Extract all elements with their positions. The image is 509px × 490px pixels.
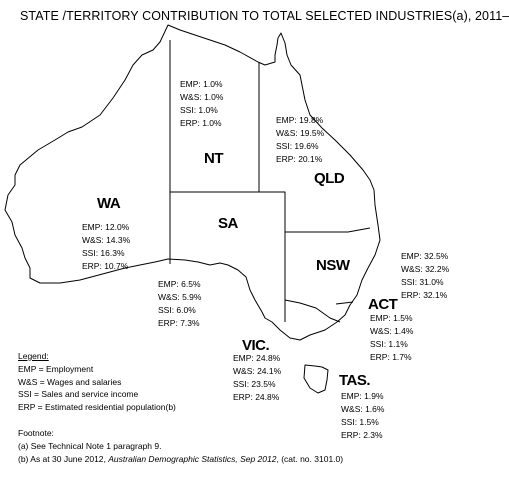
- state-name-tas: TAS.: [339, 372, 371, 389]
- wa-stats: EMP: 12.0% W&S: 14.3% SSI: 16.3% ERP: 10…: [82, 221, 130, 273]
- stat-line: SSI: 19.6%: [276, 141, 319, 151]
- state-name-act: ACT: [368, 296, 398, 313]
- legend: Legend: EMP = Employment W&S = Wages and…: [18, 350, 176, 414]
- act-pointer: [335, 301, 354, 305]
- stat-line: SSI: 1.0%: [180, 105, 218, 115]
- vic-stats: EMP: 24.8% W&S: 24.1% SSI: 23.5% ERP: 24…: [233, 352, 281, 404]
- footnote-b-publication: Australian Demographic Statistics, Sep 2…: [108, 454, 277, 464]
- stat-line: EMP: 1.0%: [180, 79, 223, 89]
- stat-line: SSI: 6.0%: [158, 305, 196, 315]
- legend-item: W&S = Wages and salaries: [18, 376, 122, 387]
- nt-stats: EMP: 1.0% W&S: 1.0% SSI: 1.0% ERP: 1.0%: [180, 78, 223, 130]
- stat-line: ERP: 32.1%: [401, 290, 448, 300]
- stat-line: EMP: 1.9%: [341, 391, 384, 401]
- footnote-a: (a) See Technical Note 1 paragraph 9.: [18, 441, 162, 451]
- sa-stats: EMP: 6.5% W&S: 5.9% SSI: 6.0% ERP: 7.3%: [158, 278, 201, 330]
- stat-line: SSI: 23.5%: [233, 379, 276, 389]
- legend-item: EMP = Employment: [18, 363, 94, 374]
- nsw-vic-border: [284, 299, 341, 323]
- stat-line: W&S: 14.3%: [82, 235, 131, 245]
- state-name-vic: VIC.: [242, 337, 270, 354]
- stat-line: ERP: 10.7%: [82, 261, 129, 271]
- stat-line: ERP: 7.3%: [158, 318, 200, 328]
- stat-line: W&S: 1.6%: [341, 404, 385, 414]
- state-name-nt: NT: [204, 150, 224, 167]
- state-name-nsw: NSW: [316, 257, 350, 274]
- state-name-qld: QLD: [314, 170, 345, 187]
- stat-line: SSI: 1.5%: [341, 417, 379, 427]
- footnote: Footnote: (a) See Technical Note 1 parag…: [18, 427, 343, 466]
- legend-item: ERP = Estimated residential population(b…: [18, 402, 176, 413]
- stat-line: EMP: 19.8%: [276, 115, 324, 125]
- stat-line: W&S: 1.0%: [180, 92, 224, 102]
- qld-nsw-border: [259, 191, 371, 233]
- stat-line: SSI: 16.3%: [82, 248, 125, 258]
- stat-line: W&S: 5.9%: [158, 292, 202, 302]
- footnote-title: Footnote:: [18, 428, 54, 438]
- legend-title: Legend:: [18, 351, 49, 361]
- footnote-b-suffix: , (cat. no. 3101.0): [276, 454, 344, 464]
- map-title: STATE /TERRITORY CONTRIBUTION TO TOTAL S…: [20, 9, 509, 23]
- stat-line: ERP: 24.8%: [233, 392, 280, 402]
- tasmania-outline: [303, 364, 329, 394]
- mainland-outline: [4, 24, 381, 341]
- tas-stats: EMP: 1.9% W&S: 1.6% SSI: 1.5% ERP: 2.3%: [341, 390, 384, 442]
- footnote-b-prefix: (b) As at 30 June 2012,: [18, 454, 109, 464]
- stat-line: EMP: 12.0%: [82, 222, 130, 232]
- qld-stats: EMP: 19.8% W&S: 19.5% SSI: 19.6% ERP: 20…: [276, 114, 324, 166]
- stat-line: ERP: 20.1%: [276, 154, 323, 164]
- stat-line: EMP: 32.5%: [401, 251, 449, 261]
- stat-line: EMP: 6.5%: [158, 279, 201, 289]
- stat-line: EMP: 24.8%: [233, 353, 281, 363]
- stat-line: ERP: 2.3%: [341, 430, 383, 440]
- legend-item: SSI = Sales and service income: [18, 389, 139, 400]
- state-name-sa: SA: [218, 215, 238, 232]
- stat-line: W&S: 24.1%: [233, 366, 282, 376]
- stat-line: W&S: 1.4%: [370, 326, 414, 336]
- footnote-b: (b) As at 30 June 2012, Australian Demog…: [18, 453, 343, 466]
- nsw-stats: EMP: 32.5% W&S: 32.2% SSI: 31.0% ERP: 32…: [401, 250, 449, 302]
- state-name-wa: WA: [97, 195, 121, 212]
- stat-line: SSI: 31.0%: [401, 277, 444, 287]
- stat-line: ERP: 1.7%: [370, 352, 412, 362]
- stat-line: EMP: 1.5%: [370, 313, 413, 323]
- stat-line: W&S: 19.5%: [276, 128, 325, 138]
- act-stats: EMP: 1.5% W&S: 1.4% SSI: 1.1% ERP: 1.7%: [370, 312, 413, 364]
- stat-line: SSI: 1.1%: [370, 339, 408, 349]
- stat-line: W&S: 32.2%: [401, 264, 450, 274]
- stat-line: ERP: 1.0%: [180, 118, 222, 128]
